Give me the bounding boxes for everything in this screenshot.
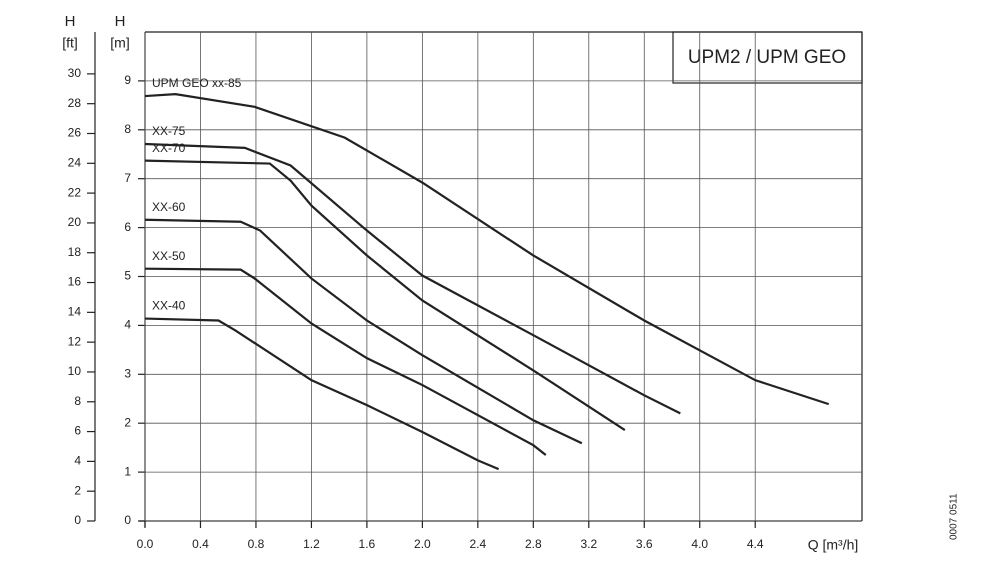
x-tick-label: 3.6 [636,537,653,551]
x-tick-label: 0.4 [192,537,209,551]
figure-code: 0007 0511 [949,493,960,540]
y-tick-label: 3 [124,366,131,380]
pump-curve [144,142,681,415]
y2-tick-label: 22 [68,185,82,199]
x-tick-label: 2.0 [414,537,431,551]
curve-label: XX-70 [152,141,186,155]
pump-curve [144,267,547,456]
y2-tick-label: 8 [74,394,81,408]
y2-tick-label: 0 [74,513,81,527]
y-tick-label: 6 [124,220,131,234]
x-tick-label: 4.0 [691,537,708,551]
y-axis-unit: [m] [110,35,129,51]
y2-tick-label: 20 [68,215,82,229]
x-axis-label: Q [m³/h] [808,537,859,553]
y2-tick-label: 6 [74,424,81,438]
curve-label: XX-75 [152,124,186,138]
x-tick-label: 3.2 [580,537,597,551]
y-tick-label: 4 [124,318,131,332]
y-tick-label: 5 [124,269,131,283]
pump-curve [144,92,830,406]
curve-label: XX-60 [152,200,186,214]
x-tick-label: 4.4 [747,537,764,551]
y2-tick-label: 30 [68,66,82,80]
y2-tick-label: 12 [68,334,82,348]
y2-tick-label: 24 [68,155,82,169]
y-tick-label: 8 [124,122,131,136]
y2-tick-label: 10 [68,364,82,378]
y2-tick-label: 14 [68,305,82,319]
y2-tick-label: 26 [68,126,82,140]
x-tick-label: 0.8 [248,537,265,551]
y2-tick-label: 28 [68,96,82,110]
y-tick-label: 9 [124,73,131,87]
y2-axis-label: H [65,13,76,30]
x-tick-label: 1.6 [359,537,376,551]
y2-tick-label: 4 [74,454,81,468]
pump-curve [144,218,583,445]
x-tick-label: 2.4 [469,537,486,551]
y2-tick-label: 2 [74,483,81,497]
x-tick-label: 1.2 [303,537,320,551]
x-tick-label: 2.8 [525,537,542,551]
y-tick-label: 2 [124,415,131,429]
y2-axis-unit: [ft] [62,35,78,51]
y2-tick-label: 18 [68,245,82,259]
y-tick-label: 7 [124,171,131,185]
curve-label: UPM GEO xx-85 [152,76,242,90]
pump-curve [144,317,500,471]
curve-label: XX-40 [152,299,186,313]
title-box [672,31,863,84]
chart-title: UPM2 / UPM GEO [688,47,846,68]
y2-tick-label: 16 [68,275,82,289]
y-tick-label: 1 [124,464,131,478]
y-tick-label: 0 [124,513,131,527]
y-axis-label: H [115,13,126,30]
x-tick-label: 0.0 [137,537,154,551]
curve-label: XX-50 [152,249,186,263]
pump-curve [144,159,626,431]
